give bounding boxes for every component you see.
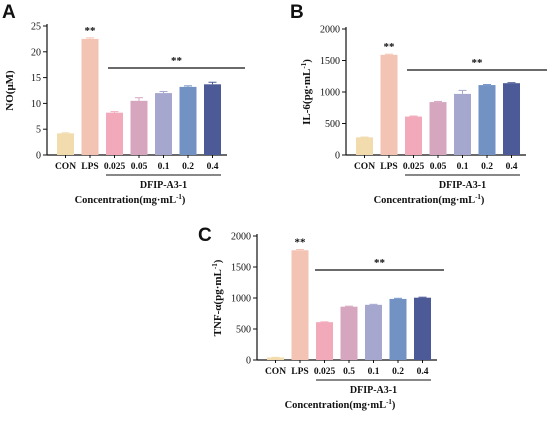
x-axis-label-text: Concentration(mg·mL xyxy=(75,195,177,206)
x-axis-label-text: Concentration(mg·mL xyxy=(285,400,387,411)
group-label: DFIP-A3-1 xyxy=(140,180,187,191)
x-tick-label: LPS xyxy=(380,162,397,172)
x-tick-label: 0.4 xyxy=(417,367,429,377)
x-axis-label: Concentration(mg·mL-1) xyxy=(374,193,485,206)
y-tick-label: 20 xyxy=(31,47,41,58)
y-tick-label: 10 xyxy=(31,99,41,110)
x-tick-label: 0.2 xyxy=(182,162,194,172)
bar xyxy=(57,133,74,155)
y-tick-label: 0 xyxy=(36,151,41,162)
y-tick-label: 15 xyxy=(31,73,41,84)
y-axis-label-sup: -1 xyxy=(300,62,308,68)
y-axis-label-end: ) xyxy=(301,59,313,63)
y-axis-label-text: IL-6(pg·mL xyxy=(301,69,313,125)
bar xyxy=(316,322,333,360)
x-axis-label-sup: -1 xyxy=(386,398,392,406)
bar xyxy=(204,84,221,155)
chart-panel-b: B 0 500 1000 1500 2000 IL-6(pg·mL-1) CON LPS 0.0… xyxy=(275,0,550,212)
bar xyxy=(380,54,398,155)
bar xyxy=(340,306,358,360)
bar xyxy=(454,93,471,155)
x-tick-label: 0.2 xyxy=(392,367,404,377)
bar xyxy=(414,297,431,360)
x-tick-label: CON xyxy=(265,367,286,377)
y-axis-label-end: ) xyxy=(212,259,224,263)
y-tick-label: 0 xyxy=(246,356,251,367)
panel-letter-a: A xyxy=(2,2,16,23)
significance-lps: ** xyxy=(85,25,97,37)
y-axis-label: NO(μM) xyxy=(4,70,16,111)
y-tick-label: 2000 xyxy=(231,232,251,243)
bar xyxy=(356,137,373,155)
chart-a-svg: 0 5 10 15 20 25 NO(μM) CON LPS 0.025 0.05 0.1 0.2 0.4… xyxy=(4,22,245,206)
bar xyxy=(503,83,520,155)
panel-letter-c: C xyxy=(198,225,212,246)
y-axis-label: TNF-α(pg·mL-1) xyxy=(211,259,224,336)
x-tick-label: CON xyxy=(354,162,375,172)
x-tick-label: 0.025 xyxy=(104,162,126,172)
x-axis-label-text: Concentration(mg·mL xyxy=(374,195,476,206)
bar xyxy=(267,357,284,360)
y-tick-label: 500 xyxy=(236,325,251,336)
x-axis-label-end: ) xyxy=(481,195,485,206)
x-tick-label: 0.025 xyxy=(314,367,336,377)
panel-letter-b: B xyxy=(290,2,304,23)
significance-group: ** xyxy=(171,55,183,67)
x-axis-label: Concentration(mg·mL-1) xyxy=(285,398,396,411)
y-tick-label: 1500 xyxy=(231,263,251,274)
x-tick-label: 0.4 xyxy=(506,162,518,172)
bar xyxy=(365,304,382,360)
y-tick-label: 1000 xyxy=(320,88,340,99)
chart-panel-a: A 0 5 10 15 20 25 NO(μM) CON LPS 0.025 0.05 0.1 0.2 0… xyxy=(0,0,275,212)
y-tick-label: 500 xyxy=(325,119,340,130)
x-tick-label: 0.05 xyxy=(131,162,148,172)
x-tick-label: 0.2 xyxy=(481,162,493,172)
significance-group: ** xyxy=(374,257,386,269)
bar xyxy=(389,298,407,360)
y-axis-label-text: TNF-α(pg·mL xyxy=(212,269,224,336)
x-axis-label-sup: -1 xyxy=(176,193,182,201)
significance-lps: ** xyxy=(384,41,396,53)
chart-panel-c: C 0 500 1000 1500 2000 TNF-α(pg·mL-1) CON LPS 0.… xyxy=(195,222,470,416)
x-axis-label: Concentration(mg·mL-1) xyxy=(75,193,186,206)
bar xyxy=(179,86,197,155)
y-tick-label: 25 xyxy=(31,22,41,33)
x-axis-label-end: ) xyxy=(182,195,186,206)
y-tick-label: 0 xyxy=(335,151,340,162)
y-tick-label: 2000 xyxy=(320,25,340,36)
x-axis-label-sup: -1 xyxy=(475,193,481,201)
group-label: DFIP-A3-1 xyxy=(350,385,397,396)
y-tick-label: 1500 xyxy=(320,56,340,67)
y-tick-label: 1000 xyxy=(231,294,251,305)
bar xyxy=(291,250,309,360)
y-axis-label: IL-6(pg·mL-1) xyxy=(300,59,313,125)
y-axis-label-text: NO(μM) xyxy=(4,70,16,111)
bar xyxy=(130,100,148,155)
bar xyxy=(478,85,496,155)
bar xyxy=(81,38,99,155)
y-tick-label: 5 xyxy=(36,125,41,136)
x-tick-label: 0.025 xyxy=(403,162,425,172)
x-tick-label: LPS xyxy=(81,162,98,172)
bar xyxy=(106,112,123,155)
x-tick-label: 0.1 xyxy=(368,367,380,377)
x-tick-label: CON xyxy=(55,162,76,172)
x-tick-label: 0.5 xyxy=(343,367,355,377)
significance-group: ** xyxy=(472,57,484,69)
x-tick-label: 0.1 xyxy=(158,162,170,172)
bar xyxy=(429,102,447,155)
y-axis-label-sup: -1 xyxy=(211,263,219,269)
x-tick-label: 0.4 xyxy=(207,162,219,172)
x-tick-label: 0.05 xyxy=(430,162,447,172)
bar xyxy=(405,116,422,155)
significance-lps: ** xyxy=(295,237,307,249)
group-label: DFIP-A3-1 xyxy=(439,180,486,191)
x-tick-label: 0.1 xyxy=(457,162,469,172)
x-axis-label-end: ) xyxy=(392,400,396,411)
bar xyxy=(155,93,172,155)
x-tick-label: LPS xyxy=(291,367,308,377)
